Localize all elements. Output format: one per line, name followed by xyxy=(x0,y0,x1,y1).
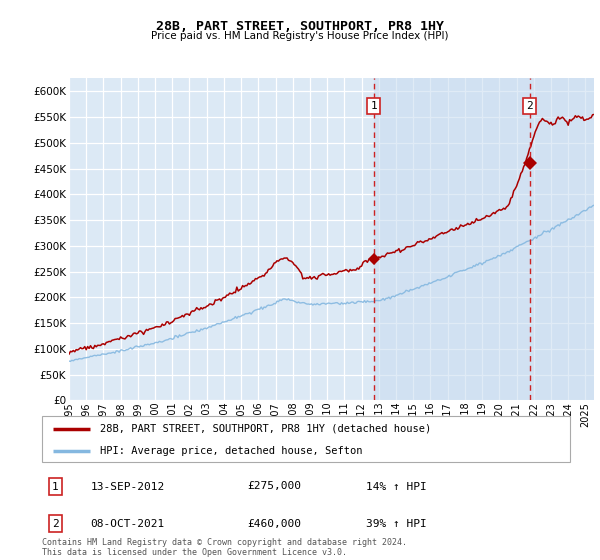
Text: Contains HM Land Registry data © Crown copyright and database right 2024.
This d: Contains HM Land Registry data © Crown c… xyxy=(42,538,407,557)
Text: 1: 1 xyxy=(370,101,377,111)
FancyBboxPatch shape xyxy=(42,416,570,462)
Text: 28B, PART STREET, SOUTHPORT, PR8 1HY: 28B, PART STREET, SOUTHPORT, PR8 1HY xyxy=(156,20,444,32)
Text: 28B, PART STREET, SOUTHPORT, PR8 1HY (detached house): 28B, PART STREET, SOUTHPORT, PR8 1HY (de… xyxy=(100,424,431,434)
Text: HPI: Average price, detached house, Sefton: HPI: Average price, detached house, Seft… xyxy=(100,446,362,455)
Text: Price paid vs. HM Land Registry's House Price Index (HPI): Price paid vs. HM Land Registry's House … xyxy=(151,31,449,41)
Text: 13-SEP-2012: 13-SEP-2012 xyxy=(91,482,165,492)
Text: £275,000: £275,000 xyxy=(247,482,301,492)
Bar xyxy=(374,78,594,400)
Text: 08-OCT-2021: 08-OCT-2021 xyxy=(91,519,165,529)
Text: £460,000: £460,000 xyxy=(247,519,301,529)
Text: 1: 1 xyxy=(52,482,59,492)
Text: 2: 2 xyxy=(527,101,533,111)
Text: 2: 2 xyxy=(52,519,59,529)
Text: 39% ↑ HPI: 39% ↑ HPI xyxy=(366,519,427,529)
Text: 14% ↑ HPI: 14% ↑ HPI xyxy=(366,482,427,492)
